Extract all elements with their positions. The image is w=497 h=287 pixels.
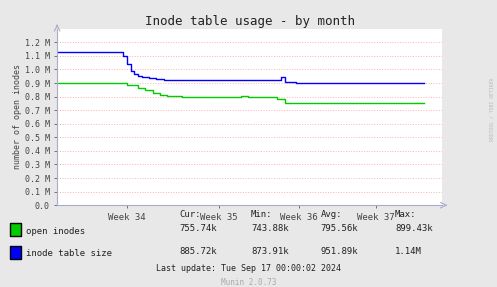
- Text: 899.43k: 899.43k: [395, 224, 433, 233]
- Text: Munin 2.0.73: Munin 2.0.73: [221, 278, 276, 287]
- Text: 951.89k: 951.89k: [321, 247, 358, 256]
- Text: 743.88k: 743.88k: [251, 224, 289, 233]
- Text: 873.91k: 873.91k: [251, 247, 289, 256]
- Text: 885.72k: 885.72k: [179, 247, 217, 256]
- Text: 1.14M: 1.14M: [395, 247, 422, 256]
- Y-axis label: number of open inodes: number of open inodes: [13, 65, 22, 169]
- Text: Min:: Min:: [251, 210, 272, 219]
- Text: Avg:: Avg:: [321, 210, 342, 219]
- Text: 755.74k: 755.74k: [179, 224, 217, 233]
- Text: 795.56k: 795.56k: [321, 224, 358, 233]
- Text: Cur:: Cur:: [179, 210, 200, 219]
- Text: open inodes: open inodes: [26, 226, 85, 236]
- Title: Inode table usage - by month: Inode table usage - by month: [145, 15, 355, 28]
- Text: inode table size: inode table size: [26, 249, 112, 259]
- Text: RRDTOOL / TOBI OETIKER: RRDTOOL / TOBI OETIKER: [490, 77, 495, 141]
- Text: Max:: Max:: [395, 210, 416, 219]
- Text: Last update: Tue Sep 17 00:00:02 2024: Last update: Tue Sep 17 00:00:02 2024: [156, 264, 341, 273]
